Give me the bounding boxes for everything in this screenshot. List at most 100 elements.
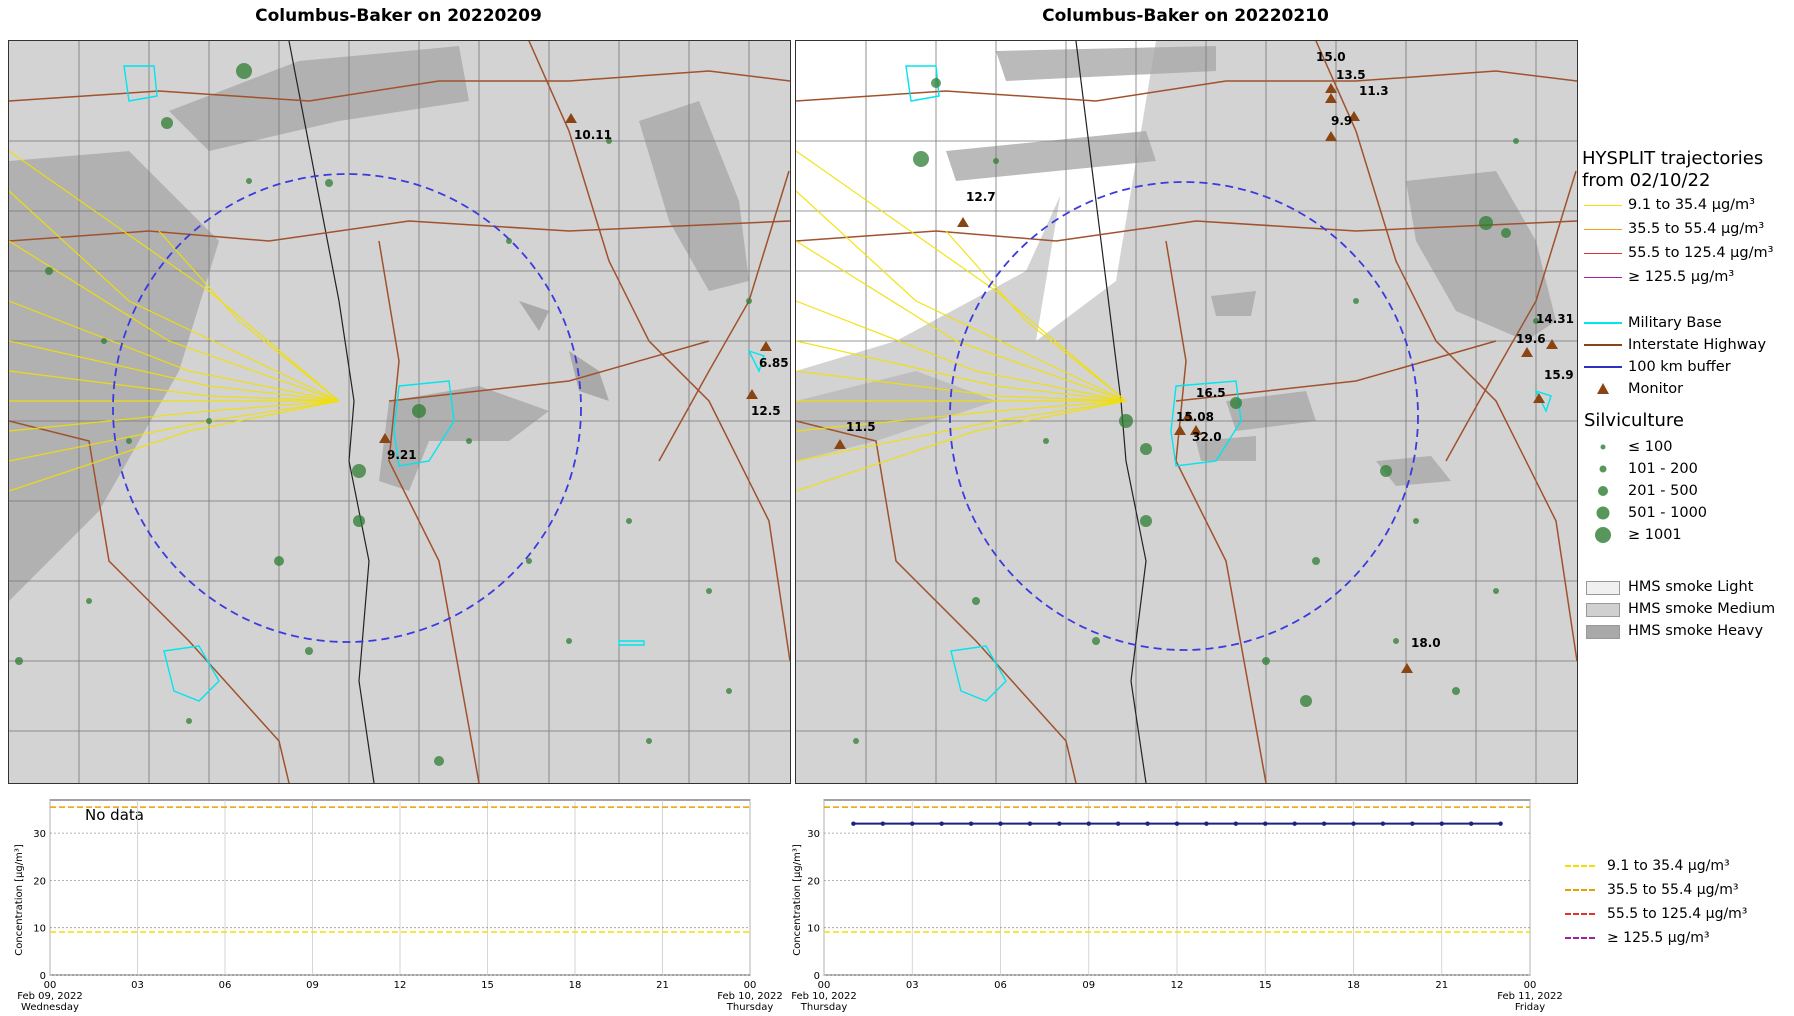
- chart-x-tick-label: 00: [744, 980, 757, 991]
- smoke-heavy-region: [946, 131, 1156, 181]
- monitor-icon: [1348, 111, 1360, 121]
- monitor-label: 15.08: [1176, 410, 1214, 424]
- chart-data-point: [1263, 821, 1268, 826]
- chart-data-point: [1057, 821, 1062, 826]
- chart-data-point: [1027, 821, 1033, 826]
- legend-item-silv-3: 201 - 500: [1584, 482, 1698, 500]
- chart-data-point: [1380, 821, 1386, 826]
- legend-item-smoke-medium: HMS smoke Medium: [1584, 600, 1775, 618]
- monitor-label: 12.7: [966, 190, 996, 204]
- chart-data-point: [1174, 821, 1180, 826]
- chart-data-point: [939, 821, 944, 826]
- map-canvas-left: 10.11 6.85 12.5 9.21: [9, 41, 790, 783]
- chart-y-tick-label: 10: [33, 924, 46, 935]
- monitor-label: 14.31: [1536, 312, 1574, 326]
- chart-x-tick-label: 00: [44, 980, 57, 991]
- chart-data-point: [1292, 821, 1297, 826]
- chart-x-tick-label: 15: [481, 980, 494, 991]
- chart-data-point: [1145, 821, 1150, 826]
- monitor-label: 18.0: [1411, 636, 1441, 650]
- chart-x-end-date: Feb 11, 2022: [1497, 991, 1562, 1002]
- monitor-icon: [1521, 347, 1533, 357]
- no-smoke-area: [796, 41, 1086, 371]
- state-border: [288, 41, 375, 783]
- bottom-legend-item-1: 9.1 to 35.4 µg/m³: [1565, 858, 1730, 874]
- military-base: [123, 65, 765, 702]
- legend-item-traj-3: 55.5 to 125.4 µg/m³: [1584, 244, 1773, 262]
- chart-x-tick-label: 15: [1259, 980, 1272, 991]
- bottom-legend-item-3: 55.5 to 125.4 µg/m³: [1565, 906, 1747, 922]
- smoke-heavy-region: [996, 46, 1216, 81]
- chart-y-tick-label: 30: [807, 829, 820, 840]
- chart-x-start-date: Feb 10, 2022: [791, 991, 856, 1002]
- legend-item-silv-5: ≥ 1001: [1584, 526, 1682, 544]
- monitor-icon: [1546, 339, 1558, 349]
- chart-x-tick-label: 18: [569, 980, 582, 991]
- map-title-right: Columbus-Baker on 20220210: [1042, 6, 1329, 26]
- monitor-icon: [1190, 425, 1202, 435]
- smoke-heavy-region: [1376, 456, 1451, 486]
- map-canvas-right: 15.0 13.5 11.3 9.9 12.7 14.31 19.6 15.9 …: [796, 41, 1577, 783]
- chart-y-label: Concentration [µg/m³]: [14, 844, 25, 956]
- monitor-label: 19.6: [1516, 332, 1546, 346]
- smoke-heavy-region: [1196, 436, 1256, 461]
- chart-data-point: [910, 821, 915, 826]
- legend-hysplit-subtitle: from 02/10/22: [1582, 170, 1711, 191]
- smoke-heavy-region: [639, 101, 749, 291]
- dot-icon: [1600, 444, 1606, 450]
- chart-x-tick-label: 06: [994, 980, 1007, 991]
- monitor-icon: [1533, 393, 1545, 403]
- bottom-legend-item-2: 35.5 to 55.4 µg/m³: [1565, 882, 1739, 898]
- chart-x-end-day: Friday: [1515, 1002, 1545, 1012]
- chart-x-start-day: Thursday: [800, 1002, 848, 1012]
- chart-data-point: [1086, 821, 1091, 826]
- legend-item-interstate: Interstate Highway: [1584, 336, 1766, 354]
- smoke-heavy-region: [796, 371, 996, 461]
- chart-x-tick-label: 00: [818, 980, 831, 991]
- monitor-label: 15.9: [1544, 368, 1574, 382]
- dot-icon: [1598, 486, 1608, 496]
- chart-x-tick-label: 18: [1347, 980, 1360, 991]
- chart-x-tick-label: 09: [306, 980, 319, 991]
- legend-item-smoke-heavy: HMS smoke Heavy: [1584, 622, 1763, 640]
- hysplit-trajectories: [796, 150, 1127, 492]
- legend-hysplit-title: HYSPLIT trajectories: [1582, 148, 1764, 169]
- smoke-heavy-region: [9, 151, 219, 601]
- chart-y-tick-label: 0: [814, 971, 820, 982]
- chart-x-tick-label: 03: [131, 980, 144, 991]
- chart-data-point: [1498, 821, 1503, 826]
- chart-y-tick-label: 0: [40, 971, 46, 982]
- chart-data-point: [1115, 821, 1121, 826]
- chart-y-tick-label: 20: [33, 876, 46, 887]
- legend-item-monitor: Monitor: [1584, 380, 1683, 398]
- map-panel-right[interactable]: 15.0 13.5 11.3 9.9 12.7 14.31 19.6 15.9 …: [795, 40, 1578, 784]
- map-legend: HYSPLIT trajectories from 02/10/22 9.1 t…: [1580, 148, 1794, 668]
- chart-annotation: No data: [85, 806, 144, 824]
- legend-item-silv-2: 101 - 200: [1584, 460, 1698, 478]
- monitor-icon: [1325, 131, 1337, 141]
- legend-item-buffer: 100 km buffer: [1584, 358, 1731, 376]
- dot-icon: [1595, 527, 1611, 543]
- chart-data-point: [880, 821, 886, 826]
- chart-x-tick-label: 21: [656, 980, 669, 991]
- monitor-icon: [957, 217, 969, 227]
- chart-data-point: [1204, 821, 1209, 826]
- monitor-icon: [379, 433, 391, 443]
- chart-x-start-date: Feb 09, 2022: [17, 991, 82, 1002]
- chart-data-point: [1233, 821, 1239, 826]
- smoke-heavy-region: [379, 386, 549, 491]
- monitor-label: 13.5: [1336, 68, 1366, 82]
- smoke-heavy-region: [169, 46, 469, 151]
- legend-silviculture-title: Silviculture: [1584, 410, 1684, 431]
- monitor-label: 15.0: [1316, 50, 1346, 64]
- chart-y-tick-label: 30: [33, 829, 46, 840]
- chart-data-point: [998, 821, 1003, 826]
- buffer-circle: [112, 173, 582, 643]
- chart-x-tick-label: 00: [1524, 980, 1537, 991]
- silviculture-points: [15, 63, 752, 766]
- chart-y-tick-label: 10: [807, 924, 820, 935]
- buffer-circle: [949, 181, 1419, 651]
- map-panel-left[interactable]: 10.11 6.85 12.5 9.21: [8, 40, 791, 784]
- map-title-left: Columbus-Baker on 20220209: [255, 6, 542, 26]
- chart-data-point: [1468, 821, 1474, 826]
